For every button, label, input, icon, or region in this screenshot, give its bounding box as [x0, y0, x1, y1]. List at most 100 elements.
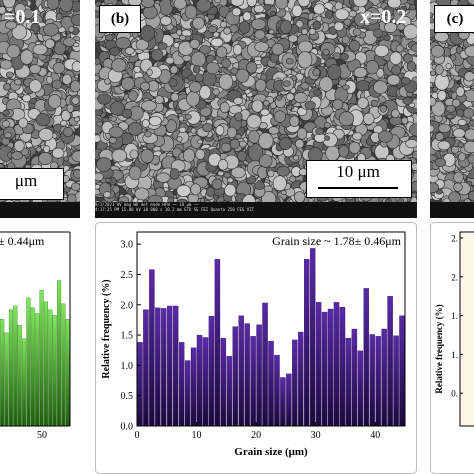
- panel-b-scale-bar: [318, 187, 398, 189]
- histogram-bar: [178, 342, 185, 427]
- histogram-bar: [214, 259, 221, 427]
- histogram-bar: [22, 338, 27, 427]
- sem-b-databar: 8/3/2021 HV mag WD det mode HFW —— 10 μm…: [95, 202, 417, 218]
- histogram-bar: [280, 377, 286, 427]
- histogram-bar: [0, 319, 5, 427]
- histogram-bar: [327, 308, 334, 427]
- histogram-bar: [220, 337, 227, 427]
- histogram-bar: [26, 297, 31, 427]
- histogram-bar: [286, 373, 292, 427]
- histogram-bar: [43, 301, 48, 427]
- histogram-bar: [167, 305, 173, 427]
- histogram-bar: [399, 315, 405, 427]
- x-axis-label: Grain size (μm): [234, 446, 308, 458]
- histogram-bar: [17, 324, 22, 427]
- histogram-bar: [35, 313, 40, 427]
- histogram-bar: [232, 326, 238, 427]
- histogram-bar: [238, 315, 244, 427]
- sem-b-databar-line2: 4:17:25 PM 15.00 kV 10 000 x 10.2 mm ETD…: [95, 207, 254, 212]
- sem-b-databar-line1: 8/3/2021 HV mag WD det mode HFW —— 10 μm…: [95, 202, 199, 207]
- histogram-bar: [369, 334, 375, 427]
- histogram-bar: [48, 309, 53, 427]
- panel-c-letter: (c): [434, 5, 474, 33]
- histogram-bar: [226, 356, 233, 427]
- histogram-bar: [357, 350, 364, 427]
- x-tick-label: 0: [135, 430, 140, 441]
- histogram-bar: [298, 331, 304, 427]
- y-tick-label: 0.0: [121, 422, 134, 433]
- histogram-bar: [155, 307, 161, 427]
- histogram-bar: [256, 324, 262, 427]
- histogram-bar: [387, 296, 393, 427]
- y-tick-label: 2.0: [121, 300, 134, 311]
- y-axis-label: Relative frequency (%): [101, 279, 112, 378]
- histogram-bar: [61, 303, 66, 427]
- y-tick-label: 1.: [451, 350, 458, 360]
- histogram-right: 2. 2. 1. 1. 0. Relative frequency (%): [430, 222, 474, 474]
- histogram-bar: [30, 307, 35, 427]
- x-tick-label: 20: [251, 430, 261, 441]
- histogram-bar: [304, 259, 310, 427]
- histogram-bar: [333, 302, 340, 427]
- histogram-bar: [208, 316, 215, 427]
- histogram-middle: 0.0 0.5 1.0 1.5 2.0 2.5 3.0 0 10 20 30 40 Grain size…: [95, 222, 417, 474]
- sem-a-databar: [0, 202, 80, 218]
- histogram-bar: [393, 335, 399, 427]
- panel-b-scale-box: [306, 160, 412, 198]
- histogram-bar: [8, 309, 13, 427]
- histogram-bar: [315, 302, 322, 427]
- histogram-bar: [375, 336, 381, 427]
- y-tick-label: 2.: [451, 272, 458, 282]
- panel-a-x-label: =0.1: [4, 6, 41, 28]
- histogram-bar: [65, 319, 70, 427]
- sem-image-b: [95, 0, 417, 218]
- panel-a-scale-text: μm: [14, 171, 38, 190]
- histogram-bar: [262, 302, 268, 427]
- y-tick-label: 1.: [451, 311, 458, 321]
- x-tick-label: 10: [192, 430, 202, 441]
- x-tick-label: 30: [311, 430, 321, 441]
- histogram-bar: [250, 336, 256, 427]
- plot-frame: [459, 231, 474, 427]
- y-tick-label: 1.0: [121, 361, 134, 372]
- panel-b-scale-text: 10 μm: [336, 162, 380, 181]
- histogram-bar: [190, 347, 197, 427]
- histogram-bar: [196, 334, 203, 427]
- histogram-bar: [4, 332, 9, 427]
- histogram-bar: [345, 337, 352, 427]
- y-tick-label: 2.: [451, 234, 458, 244]
- x-tick-label: 40: [370, 430, 380, 441]
- histogram-bar: [184, 360, 191, 427]
- histogram-bar: [274, 354, 280, 427]
- panel-b-letter: (b): [99, 5, 141, 33]
- histogram-bar: [13, 305, 18, 427]
- histogram-bar: [321, 311, 328, 427]
- histogram-bar: [143, 309, 149, 427]
- histogram-bar: [57, 280, 62, 427]
- histogram-left: 50 ± 0.44μm: [0, 231, 71, 441]
- histogram-bar: [149, 269, 155, 427]
- histogram-bar: [339, 307, 346, 427]
- histogram-bar: [351, 328, 358, 427]
- sem-image-a: [0, 0, 80, 218]
- y-axis-label: Relative frequency (%): [434, 304, 444, 393]
- y-tick-label: 0.5: [121, 391, 134, 402]
- histogram-bar: [52, 315, 57, 427]
- grain-size-annotation: Grain size ~ 1.78± 0.46μm: [272, 234, 401, 248]
- histogram-bar: [309, 248, 316, 427]
- y-tick-label: 0.: [451, 389, 458, 399]
- histogram-bar: [172, 305, 179, 427]
- plot-frame: [136, 231, 406, 427]
- sem-c-databar: [430, 202, 474, 218]
- x-tick-label: 50: [37, 430, 47, 441]
- y-tick-label: 3.0: [121, 240, 134, 251]
- histogram-bar: [363, 288, 370, 427]
- grain-size-annotation-fragment: ± 0.44μm: [0, 234, 45, 248]
- histogram-bar: [39, 290, 44, 427]
- panel-b-x-label: x=0.2: [360, 6, 407, 28]
- histogram-bar: [161, 308, 167, 427]
- histogram-bar: [244, 323, 250, 427]
- histogram-bar: [292, 339, 298, 427]
- histogram-bar: [268, 340, 274, 427]
- y-tick-label: 2.5: [121, 270, 134, 281]
